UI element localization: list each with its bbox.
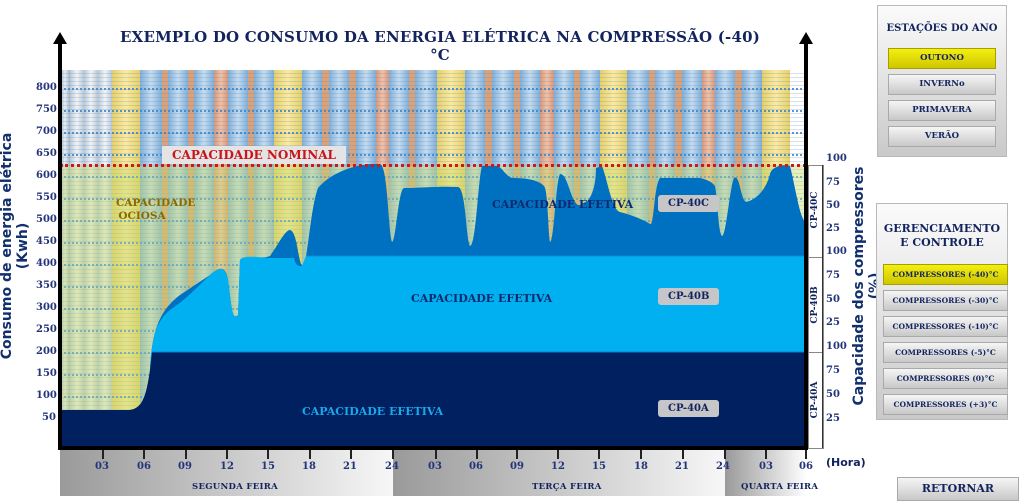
x-tick-label: 03 xyxy=(428,461,442,472)
x-tick-label: 06 xyxy=(469,461,483,472)
cp40b-scale-label: CP-40B xyxy=(810,286,820,324)
season-autumn-button[interactable]: OUTONO xyxy=(888,48,996,69)
management-title-line2: E CONTROLE xyxy=(900,236,984,249)
x-tick-label: 03 xyxy=(95,461,109,472)
right-tick: 100 xyxy=(826,153,847,164)
y-tick: 250 xyxy=(36,324,57,335)
management-panel: GERENCIAMENTO E CONTROLE COMPRESSORES (-… xyxy=(876,203,1008,420)
cp40a-area xyxy=(60,352,806,448)
y-tick: 400 xyxy=(36,258,57,269)
x-axis-unit: (Hora) xyxy=(826,456,866,469)
right-tick: 50 xyxy=(826,200,840,211)
right-tick: 50 xyxy=(826,294,840,305)
y-tick: 600 xyxy=(36,170,57,181)
y-axis-arrow-icon xyxy=(53,32,67,44)
nominal-capacity-line xyxy=(60,164,806,167)
right-axis-arrow-icon xyxy=(799,32,813,44)
cp40a-badge: CP-40A xyxy=(658,400,719,417)
cp40a-scale-label: CP-40A xyxy=(810,381,820,419)
y-tick: 800 xyxy=(36,82,57,93)
x-tick-label: 03 xyxy=(759,461,773,472)
compressor-scale-panel xyxy=(808,165,824,449)
y-tick: 450 xyxy=(36,236,57,247)
x-tick-label: 06 xyxy=(137,461,151,472)
right-tick: 75 xyxy=(826,270,840,281)
x-axis xyxy=(58,446,808,450)
y-tick: 550 xyxy=(36,192,57,203)
y-tick: 700 xyxy=(36,126,57,137)
day-band-tuesday xyxy=(393,450,725,496)
cp40b-effective-label: CAPACIDADE EFETIVA xyxy=(411,292,553,305)
chart-title: EXEMPLO DO CONSUMO DA ENERGIA ELÉTRICA N… xyxy=(120,28,761,64)
right-tick: 50 xyxy=(826,389,840,400)
seasons-title: ESTAÇÕES DO ANO xyxy=(886,23,998,34)
right-tick: 100 xyxy=(826,246,847,257)
cp40a-effective-label: CAPACIDADE EFETIVA xyxy=(302,405,444,418)
x-tick-label: 24 xyxy=(716,461,730,472)
compressors-minus30-button[interactable]: COMPRESSORES (-30)°C xyxy=(883,290,1008,311)
x-tick-label: 18 xyxy=(634,461,648,472)
y-tick: 200 xyxy=(36,346,57,357)
compressors-0-button[interactable]: COMPRESSORES (0)°C xyxy=(883,368,1008,389)
y-axis-title: Consumo de energia elétrica (Kwh) xyxy=(0,132,31,360)
x-tick-label: 21 xyxy=(675,461,689,472)
right-tick: 25 xyxy=(826,413,840,424)
plot-area: CAPACIDADE NOMINAL CAPACIDADE OCIOSA CAP… xyxy=(60,70,806,448)
y-tick: 350 xyxy=(36,280,57,291)
management-title-line1: GERENCIAMENTO xyxy=(883,222,1001,235)
y-tick: 300 xyxy=(36,302,57,313)
x-tick-label: 15 xyxy=(592,461,606,472)
compressors-minus5-button[interactable]: COMPRESSORES (-5)°C xyxy=(883,342,1008,363)
x-tick-label: 06 xyxy=(799,461,813,472)
y-tick: 100 xyxy=(36,390,57,401)
compressors-plus3-button[interactable]: COMPRESSORES (+3)°C xyxy=(883,394,1008,415)
compressors-minus10-button[interactable]: COMPRESSORES (-10)°C xyxy=(883,316,1008,337)
x-tick-label: 21 xyxy=(343,461,357,472)
management-title: GERENCIAMENTO E CONTROLE xyxy=(877,222,1007,250)
idle-label-line2: OCIOSA xyxy=(118,210,166,222)
right-tick: 75 xyxy=(826,365,840,376)
season-winter-button[interactable]: INVERNo xyxy=(888,74,996,95)
seasons-panel: ESTAÇÕES DO ANO OUTONO INVERNo PRIMAVERA… xyxy=(877,5,1007,157)
season-spring-button[interactable]: PRIMAVERA xyxy=(888,100,996,121)
right-tick: 25 xyxy=(826,223,840,234)
nominal-capacity-label: CAPACIDADE NOMINAL xyxy=(162,146,346,164)
y-tick: 750 xyxy=(36,104,57,115)
right-axis xyxy=(804,40,808,450)
cp40b-badge: CP-40B xyxy=(658,288,720,305)
cp40c-badge: CP-40C xyxy=(658,195,719,212)
compressors-minus40-button[interactable]: COMPRESSORES (-40)°C xyxy=(883,264,1008,285)
x-tick-label: 24 xyxy=(385,461,399,472)
season-summer-button[interactable]: VERÃO xyxy=(888,126,996,147)
cp40c-scale-label: CP-40C xyxy=(810,191,820,229)
x-tick-label: 12 xyxy=(220,461,234,472)
x-tick-label: 09 xyxy=(178,461,192,472)
idle-capacity-label: CAPACIDADE OCIOSA xyxy=(116,197,196,223)
y-tick: 150 xyxy=(36,368,57,379)
x-tick-label: 09 xyxy=(510,461,524,472)
cp40c-effective-label: CAPACIDADE EFETIVA xyxy=(492,198,634,211)
right-tick: 100 xyxy=(826,341,847,352)
y-axis xyxy=(58,40,62,450)
x-tick-label: 15 xyxy=(261,461,275,472)
day-label-monday: SEGUNDA FEIRA xyxy=(192,482,279,492)
y-tick: 650 xyxy=(36,148,57,159)
return-button[interactable]: RETORNAR xyxy=(897,477,1019,501)
right-tick: 25 xyxy=(826,317,840,328)
idle-label-line1: CAPACIDADE xyxy=(116,197,196,209)
y-tick: 500 xyxy=(36,214,57,225)
y-tick: 50 xyxy=(42,412,56,423)
x-tick-label: 18 xyxy=(302,461,316,472)
day-label-wednesday: QUARTA FEIRA xyxy=(741,482,819,492)
day-label-tuesday: TERÇA FEIRA xyxy=(532,482,602,492)
stacked-area-chart xyxy=(60,164,806,448)
x-tick-label: 12 xyxy=(551,461,565,472)
right-tick: 75 xyxy=(826,177,840,188)
